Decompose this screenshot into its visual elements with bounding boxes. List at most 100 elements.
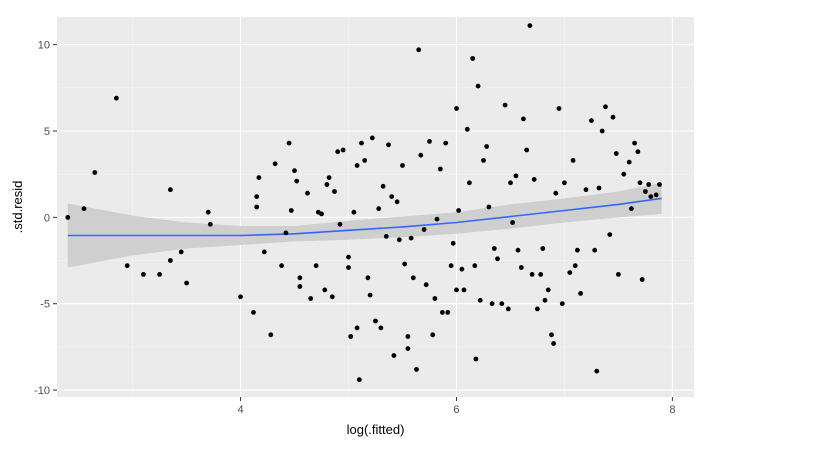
data-point — [545, 287, 551, 293]
data-point — [376, 206, 382, 212]
data-point — [356, 377, 362, 383]
x-tick-label: 8 — [669, 404, 675, 416]
data-point — [369, 135, 375, 141]
y-tick-label: 0 — [44, 212, 50, 224]
data-point — [207, 221, 213, 227]
data-point — [391, 353, 397, 358]
data-point — [538, 272, 544, 277]
data-point — [596, 185, 602, 191]
data-point — [297, 284, 303, 289]
data-point — [367, 292, 373, 298]
data-point — [637, 180, 643, 186]
data-point — [396, 237, 402, 243]
data-point — [283, 230, 289, 236]
data-point — [423, 282, 429, 288]
data-point — [359, 140, 364, 146]
data-point — [646, 182, 652, 187]
data-point — [434, 216, 440, 222]
data-point — [319, 211, 324, 217]
data-point — [542, 297, 548, 303]
data-point — [346, 265, 351, 270]
data-point — [326, 175, 332, 181]
data-point — [335, 149, 341, 155]
data-point — [607, 232, 613, 238]
data-point — [527, 23, 533, 28]
data-point — [467, 180, 472, 186]
data-point — [81, 206, 87, 212]
data-point — [416, 47, 422, 53]
confidence-band — [67, 182, 662, 268]
data-point — [254, 194, 260, 200]
data-point — [386, 142, 391, 148]
data-point — [613, 151, 619, 156]
data-point — [351, 209, 357, 215]
data-point — [489, 301, 495, 307]
data-point — [405, 334, 411, 339]
data-point — [629, 206, 634, 212]
x-tick-label: 4 — [237, 404, 243, 416]
data-point — [380, 183, 386, 189]
data-point — [205, 209, 211, 215]
data-point — [562, 180, 567, 186]
data-point — [157, 272, 163, 277]
data-point — [508, 180, 513, 186]
data-point — [337, 221, 343, 227]
data-point — [168, 258, 173, 263]
data-point — [322, 287, 328, 293]
data-point — [365, 275, 371, 281]
data-point — [430, 332, 436, 338]
data-point — [373, 318, 378, 324]
confidence-band-layer — [67, 182, 662, 268]
data-point — [495, 256, 500, 262]
data-point — [610, 114, 616, 120]
data-point — [286, 140, 292, 146]
data-point — [124, 263, 130, 269]
smooth-line-layer — [67, 197, 662, 237]
data-point — [418, 152, 424, 158]
data-point — [445, 310, 451, 315]
data-point — [553, 190, 559, 196]
data-point — [440, 310, 445, 315]
data-point — [502, 102, 508, 108]
data-point — [578, 291, 583, 296]
data-point — [589, 118, 594, 123]
data-point — [551, 341, 556, 346]
data-point — [268, 332, 274, 338]
data-point — [535, 306, 540, 312]
data-point — [499, 301, 505, 307]
data-point — [486, 204, 492, 210]
data-point — [313, 263, 319, 269]
x-tick-label: 6 — [453, 404, 459, 416]
data-point — [491, 246, 497, 251]
data-point — [635, 149, 641, 155]
data-point — [648, 194, 654, 200]
major-gridlines — [57, 17, 694, 397]
data-point — [288, 208, 294, 213]
data-point — [340, 147, 346, 153]
data-point — [272, 161, 278, 167]
y-tick-label: 5 — [44, 126, 50, 138]
data-point — [572, 263, 578, 269]
data-point — [443, 140, 449, 146]
data-point — [531, 177, 537, 182]
data-point — [432, 296, 438, 301]
data-point — [292, 168, 297, 174]
data-point — [477, 297, 483, 303]
data-point — [261, 249, 267, 255]
data-point — [632, 140, 637, 146]
data-point — [540, 246, 546, 251]
data-point — [256, 175, 262, 181]
data-point — [448, 263, 454, 269]
data-point — [168, 187, 173, 193]
data-point — [238, 294, 243, 300]
points-layer — [65, 23, 662, 383]
data-point — [294, 178, 300, 184]
data-point — [354, 325, 360, 331]
data-point — [594, 368, 600, 374]
data-point — [178, 249, 184, 255]
data-point — [421, 227, 427, 232]
data-point — [332, 189, 337, 194]
data-point — [524, 147, 530, 153]
data-point — [405, 346, 411, 351]
